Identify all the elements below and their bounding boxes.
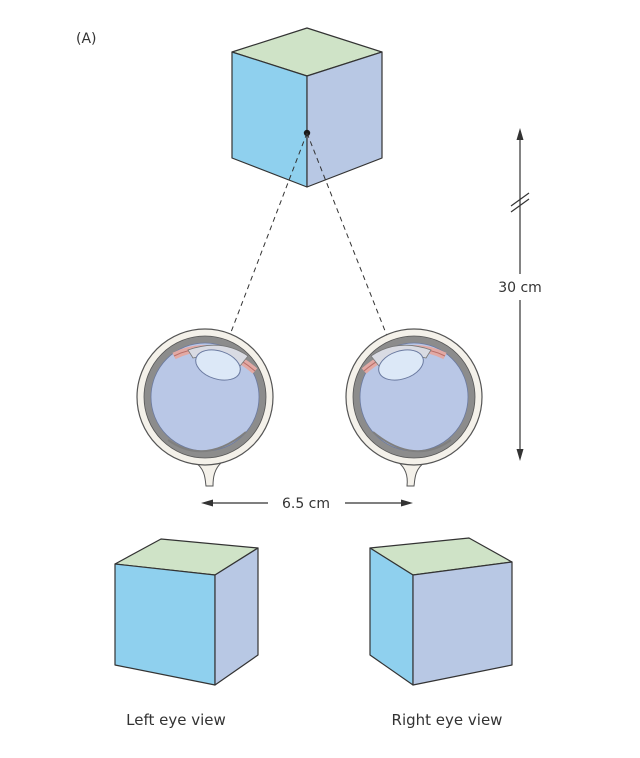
left-view-front-face — [114, 563, 216, 686]
distance-arrow-down — [516, 449, 524, 461]
right-eye-lens — [378, 349, 424, 381]
separation-measure: 6.5 cm — [201, 496, 413, 512]
distance-arrow-up — [516, 128, 524, 140]
distance-label: 30 cm — [498, 280, 542, 296]
separation-arrow-right — [401, 499, 413, 507]
left-eye-view-cube — [114, 538, 259, 686]
separation-label: 6.5 cm — [282, 496, 330, 512]
right-view-front-face — [412, 561, 513, 686]
separation-arrow-left — [201, 499, 213, 507]
left-eye-lens — [195, 349, 241, 381]
top-cube-right-face — [306, 51, 383, 188]
panel-label: (A) — [76, 31, 97, 47]
top-cube-left-face — [231, 51, 308, 188]
left-eye-view-caption: Left eye view — [126, 711, 226, 729]
right-eye-view-caption: Right eye view — [392, 711, 503, 729]
axis-break-mark — [510, 198, 530, 213]
distance-measure: 30 cm — [498, 128, 542, 461]
right-eye — [345, 328, 483, 487]
top-cube — [231, 27, 383, 188]
axis-break-mark — [510, 192, 530, 207]
right-eye-view-cube — [369, 537, 513, 686]
left-eye — [136, 328, 274, 487]
left-view-side-face — [214, 547, 259, 686]
